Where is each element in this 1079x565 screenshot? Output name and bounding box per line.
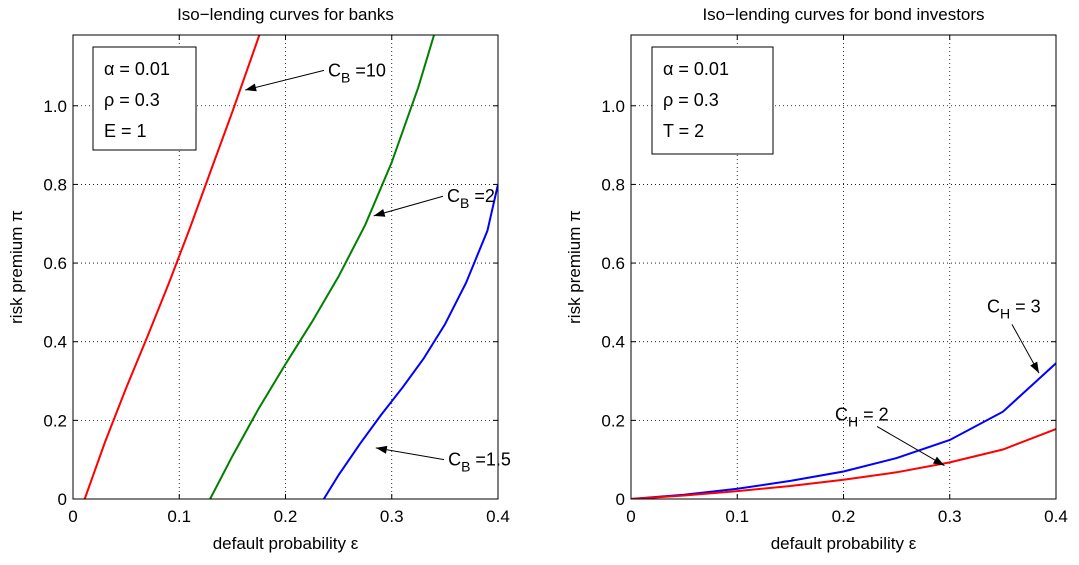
annotation-arrow-line [373, 195, 444, 217]
y-tick-label: 0.2 [601, 411, 625, 430]
parameter-label: ρ = 0.3 [104, 90, 160, 110]
annotation-subscript: B [341, 69, 350, 85]
y-tick-label: 0.2 [43, 411, 67, 430]
annotation-main: C [987, 296, 1000, 316]
curve-annotation: CH = 3 [987, 296, 1041, 321]
series-line-2 [322, 184, 498, 499]
left-plot-panel: 0 0.1 0.2 0.3 0.4 0 0.2 0.4 0.6 0.8 1.0 Iso−lending… [7, 5, 511, 553]
y-tick-label: 0.6 [43, 254, 67, 273]
annotation-arrow-line [375, 447, 445, 461]
annotation-arrow-line [876, 426, 945, 467]
y-tick-label: 0 [58, 490, 67, 509]
y-tick-label: 0.4 [43, 333, 67, 352]
x-axis-label: default probability ε [213, 534, 359, 553]
y-tick-label: 0.8 [601, 175, 625, 194]
annotation-tail: =1.5 [470, 450, 511, 470]
x-tick-label: 0.4 [1044, 507, 1068, 526]
x-tick-label: 0.1 [725, 507, 749, 526]
parameter-label: E = 1 [104, 121, 147, 141]
annotation-arrowhead [375, 445, 388, 454]
parameter-label: α = 0.01 [663, 59, 729, 79]
x-tick-label: 0.1 [167, 507, 191, 526]
y-tick-label: 1.0 [43, 97, 67, 116]
annotation-subscript: H [1000, 305, 1010, 321]
y-tick-label: 0.8 [43, 175, 67, 194]
y-axis-label: risk premium π [7, 210, 26, 324]
x-tick-label: 0.2 [274, 507, 298, 526]
parameter-label: ρ = 0.3 [663, 90, 719, 110]
annotation-main: C [448, 450, 461, 470]
curve-annotation: CH = 2 [835, 404, 889, 429]
annotation-arrowhead [373, 209, 386, 217]
chart-title: Iso−lending curves for banks [177, 5, 394, 24]
annotation-tail: =10 [350, 60, 386, 80]
annotation-arrow-line [245, 69, 325, 91]
series-line-1 [209, 35, 436, 499]
annotation-subscript: B [460, 195, 469, 211]
x-tick-label: 0.3 [938, 507, 962, 526]
curve-annotation: CB =2 [447, 186, 495, 211]
annotation-main: C [447, 186, 460, 206]
parameter-label: α = 0.01 [104, 59, 170, 79]
y-tick-label: 0.4 [601, 333, 625, 352]
annotation-main: C [835, 404, 848, 424]
annotation-tail: = 2 [858, 404, 889, 424]
series-line-0 [631, 362, 1056, 499]
annotation-subscript: B [461, 459, 470, 475]
axes-frame [630, 34, 1057, 500]
curve-annotation: CB =1.5 [448, 450, 511, 475]
x-tick-label: 0.4 [486, 507, 510, 526]
axes-frame [72, 34, 499, 500]
y-tick-label: 1.0 [601, 97, 625, 116]
annotation-main: C [328, 60, 341, 80]
y-tick-label: 0 [616, 490, 625, 509]
series-line-0 [83, 35, 261, 499]
right-plot-panel: 0 0.1 0.2 0.3 0.4 0 0.2 0.4 0.6 0.8 1.0 Iso−lending… [565, 5, 1068, 553]
parameter-box [651, 46, 774, 155]
y-axis-label: risk premium π [565, 210, 584, 324]
x-tick-label: 0.2 [832, 507, 856, 526]
annotation-arrowhead [932, 456, 945, 466]
y-tick-label: 0.6 [601, 254, 625, 273]
annotation-subscript: H [848, 413, 858, 429]
chart-title: Iso−lending curves for bond investors [702, 5, 984, 24]
parameter-label: T = 2 [663, 121, 704, 141]
annotation-tail: =2 [469, 186, 495, 206]
x-axis-label: default probability ε [771, 534, 917, 553]
x-tick-label: 0 [68, 507, 77, 526]
curve-annotation: CB =10 [328, 60, 386, 85]
x-tick-label: 0.3 [380, 507, 404, 526]
annotation-arrowhead [1030, 361, 1039, 374]
annotation-arrowhead [245, 83, 257, 92]
parameter-box [92, 46, 197, 151]
x-tick-label: 0 [626, 507, 635, 526]
series-line-1 [631, 428, 1056, 499]
annotation-tail: = 3 [1010, 296, 1041, 316]
